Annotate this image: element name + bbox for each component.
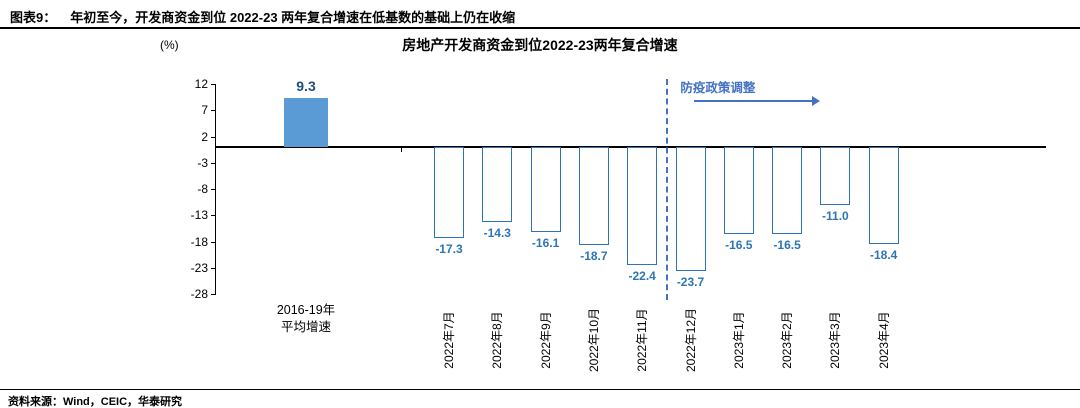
x-axis-category-label: 2022年7月 (442, 311, 456, 369)
chart-title: 房地产开发商资金到位2022-23两年复合增速 (402, 37, 678, 53)
bar-value-label: -16.5 (725, 237, 753, 252)
y-axis-tick-mark (211, 189, 216, 190)
x-axis-category-label: 2022年9月 (538, 311, 553, 369)
x-axis-category-label: 2023年1月 (731, 311, 746, 369)
x-axis-category-label: 2016-19年 平均增速 (276, 303, 336, 334)
bar (723, 147, 754, 234)
x-axis-category-label: 2022年11月 (635, 308, 650, 372)
annotation-arrow-head (812, 96, 821, 106)
bar-value-label: -14.3 (483, 226, 511, 241)
bar (820, 147, 851, 205)
policy-divider-dashed-line (666, 79, 669, 300)
y-axis-tick-mark (211, 136, 216, 138)
bar (482, 147, 513, 223)
x-axis-category-label: 2022年8月 (490, 311, 505, 369)
bar-value-label: 9.3 (296, 78, 316, 95)
y-axis-tick-label: -23 (190, 260, 208, 275)
annotation-arrow (694, 100, 813, 102)
footer-divider-line (0, 389, 1080, 390)
x-axis-category-label: 2022年10月 (586, 307, 601, 373)
header-divider-line (0, 27, 1080, 29)
bar (530, 147, 561, 232)
y-axis-tick-mark (211, 267, 216, 269)
bar-value-label: -18.4 (870, 247, 898, 262)
bar-value-label: -18.7 (580, 249, 608, 264)
bar (284, 98, 328, 147)
x-axis-category-label: 2022年12月 (683, 307, 698, 373)
y-axis-tick-label: -28 (190, 287, 208, 301)
y-axis-tick-mark (211, 162, 216, 164)
figure-caption: 图表9： 年初至今，开发商资金到位 2022-23 两年复合增速在低基数的基础上仍… (10, 7, 515, 26)
plot-area: 12 7 2 -3 -8 -13 -18 -23 -28 9.3 -17.3 -14.3 -16.1 -1… (191, 77, 1046, 372)
y-axis-tick-mark (211, 294, 216, 295)
bar-value-label: -22.4 (628, 268, 656, 283)
x-axis-category-label: 2023年4月 (876, 311, 891, 369)
bar-value-label: -23.7 (676, 275, 705, 290)
y-axis-tick-label: 7 (201, 103, 208, 118)
annotation-label: 防疫政策调整 (680, 81, 756, 95)
x-axis-tick-mark (401, 147, 402, 152)
bar-value-label: -11.0 (822, 208, 849, 223)
y-axis-tick-mark (211, 241, 216, 243)
x-axis-category-label: 2023年3月 (828, 311, 843, 369)
y-axis-tick-mark (211, 110, 216, 112)
y-axis-tick-label: -13 (190, 208, 208, 223)
bar (434, 147, 464, 238)
bar (772, 147, 803, 234)
y-axis-tick-label: 2 (201, 129, 208, 144)
figure-number: 图表9： (10, 10, 57, 25)
y-axis-tick-label: -8 (197, 182, 208, 196)
bar (578, 147, 609, 246)
source-note: 资料来源：Wind，CEIC，华泰研究 (8, 396, 183, 408)
y-axis-unit-label: (%) (160, 38, 179, 52)
y-axis-tick-mark (211, 84, 216, 85)
bar-value-label: -17.3 (435, 241, 463, 256)
y-axis-tick-label: 12 (194, 77, 208, 91)
bar-value-label: -16.5 (773, 237, 801, 252)
y-axis-tick-label: -18 (190, 234, 208, 249)
y-axis-tick-label: -3 (197, 155, 208, 170)
bar (868, 147, 899, 244)
bar (627, 147, 658, 265)
bar-value-label: -16.1 (531, 235, 560, 250)
x-axis-category-label: 2023年2月 (780, 311, 795, 369)
y-axis-tick-mark (211, 215, 216, 217)
figure-caption-text: 年初至今，开发商资金到位 2022-23 两年复合增速在低基数的基础上仍在收缩 (70, 10, 516, 25)
bar (675, 147, 706, 272)
